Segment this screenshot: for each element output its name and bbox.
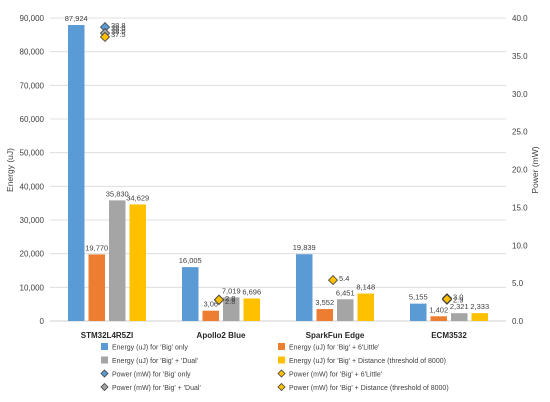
bar-value-label: 35,830 [106, 189, 129, 198]
y-axis-title: Energy (uJ) [5, 148, 15, 192]
legend-label: Energy (uJ) for 'Big' + Distance (thresh… [289, 358, 446, 365]
legend-label: Power (mW) for 'Big' + 6'Little' [289, 372, 382, 379]
bar [471, 313, 488, 321]
bar-value-label: 5,155 [409, 293, 428, 302]
y-tick-label: 10,000 [20, 283, 45, 292]
bar [68, 24, 85, 322]
y-tick-label: 20,000 [20, 250, 45, 259]
legend-swatch [101, 343, 108, 350]
bar-value-label: 6,451 [336, 288, 355, 297]
power-value-label: 38.0 [111, 27, 126, 36]
y-tick-label: 90,000 [20, 14, 45, 23]
bar [202, 310, 219, 321]
y2-tick-label: 35.0 [512, 52, 528, 61]
bar [410, 303, 427, 321]
legend-label: Energy (uJ) for 'Big' + 6'Little' [289, 345, 379, 352]
y-tick-label: 80,000 [20, 48, 45, 57]
power-markers: 38.838.038.037.52.82.85.43.02.9 [99, 21, 463, 306]
category-label: ECM3532 [431, 331, 467, 340]
y-tick-label: 0 [40, 317, 45, 326]
power-value-label: 38.8 [111, 21, 126, 30]
power-value-label: 2.9 [453, 295, 463, 304]
legend-swatch [277, 369, 286, 378]
bar-value-label: 2,321 [450, 302, 469, 311]
y-tick-label: 30,000 [20, 216, 45, 225]
category-labels: STM32L4R5ZI Apollo2 Blue SparkFun Edge ECM3… [81, 331, 468, 340]
bar [430, 316, 447, 321]
bar-value-label: 3,06 [203, 300, 218, 309]
bar [451, 313, 468, 321]
bar-value-label: 19,770 [85, 243, 108, 252]
power-marker [327, 275, 339, 286]
legend-swatch [101, 356, 108, 364]
power-value-label: 3.0 [453, 292, 463, 301]
bar [357, 293, 374, 321]
bar-value-label: 3,552 [315, 298, 334, 307]
bar-value-label: 1,402 [429, 305, 448, 314]
y2-axis-ticks: 0.0 5.0 10.0 15.0 20.0 25.0 30.0 35.0 40.0 [512, 14, 528, 326]
legend: Energy (uJ) for 'Big' only Energy (uJ) fo… [100, 343, 449, 392]
gridlines [50, 17, 506, 322]
bar-value-label: 7,019 [222, 286, 241, 295]
legend-label: Power (mW) for 'Big' only [112, 372, 191, 379]
legend-label: Power (mW) for 'Big' + 'Dual' [112, 385, 201, 392]
category-label: Apollo2 Blue [197, 331, 246, 340]
power-marker [99, 31, 111, 43]
bar [243, 298, 260, 321]
y2-tick-label: 5.0 [512, 279, 524, 288]
legend-swatch [278, 343, 285, 350]
bar-value-label: 34,629 [126, 193, 149, 202]
bar [129, 204, 146, 321]
y2-tick-label: 10.0 [512, 241, 528, 250]
power-value-label: 37.5 [111, 30, 126, 39]
y-tick-label: 40,000 [20, 182, 45, 191]
y2-tick-label: 15.0 [512, 203, 528, 212]
y-tick-label: 70,000 [20, 81, 45, 90]
power-marker [441, 293, 453, 305]
bar-value-label: 19,839 [293, 243, 316, 252]
y2-tick-label: 30.0 [512, 90, 528, 99]
category-label: STM32L4R5ZI [81, 331, 133, 340]
y2-tick-label: 0.0 [512, 317, 524, 326]
bar [88, 254, 105, 321]
bar [316, 309, 333, 321]
y2-tick-label: 40.0 [512, 14, 528, 23]
power-value-label: 38.0 [111, 24, 126, 33]
power-value-label: 2.8 [225, 294, 235, 303]
power-marker [213, 294, 225, 305]
bar-value-label: 2,333 [470, 302, 489, 311]
bar [296, 254, 313, 321]
legend-swatch [100, 369, 109, 378]
y2-tick-label: 20.0 [512, 166, 528, 175]
bar-value-label: 16,005 [179, 256, 202, 265]
y-tick-label: 60,000 [20, 115, 45, 124]
bar [109, 200, 126, 321]
bar-value-label: 6,696 [242, 287, 261, 296]
power-value-label: 2.8 [225, 297, 235, 306]
legend-label: Energy (uJ) for 'Big' only [112, 345, 188, 352]
bar [182, 267, 199, 321]
bar [337, 299, 354, 321]
bar-value-label: 8,148 [356, 283, 375, 292]
legend-swatch [277, 382, 286, 392]
bars [68, 24, 488, 322]
y2-tick-label: 25.0 [512, 128, 528, 137]
legend-swatch [100, 382, 109, 392]
y2-axis-title: Power (mW) [530, 146, 540, 193]
y-axis-ticks: 0 10,000 20,000 30,000 40,000 50,000 60,000 70,… [20, 14, 45, 326]
bar [223, 297, 240, 321]
power-value-label: 5.4 [339, 274, 349, 283]
y-tick-label: 50,000 [20, 149, 45, 158]
legend-label: Power (mW) for 'Big' + Distance (thresho… [289, 385, 449, 392]
category-label: SparkFun Edge [306, 331, 365, 340]
bar-value-label: 87,924 [65, 14, 88, 23]
legend-swatch [278, 356, 285, 364]
legend-label: Energy (uJ) for 'Big' + 'Dual' [112, 358, 198, 365]
